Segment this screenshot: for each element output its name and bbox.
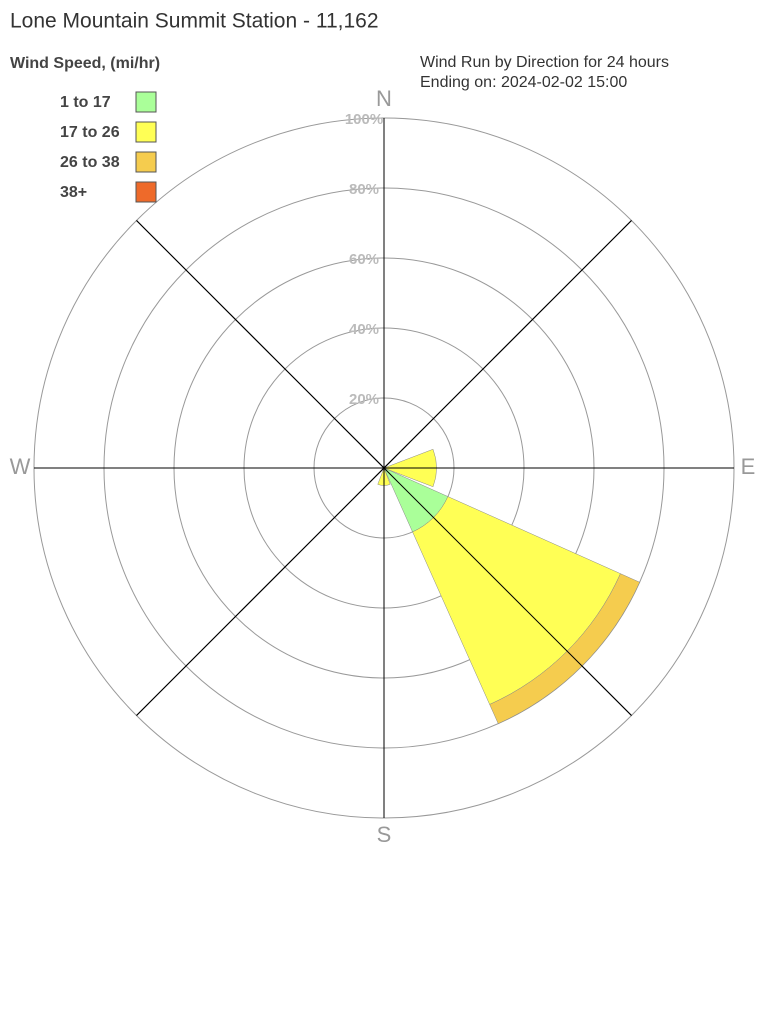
legend-title: Wind Speed, (mi/hr): [10, 55, 160, 72]
direction-label: W: [10, 454, 31, 479]
direction-label: S: [377, 822, 392, 847]
subtitle: Wind Run by Direction for 24 hours: [420, 54, 669, 71]
legend-swatch: [135, 181, 157, 203]
sector: [489, 573, 640, 724]
spoke: [136, 220, 632, 716]
direction-label: E: [741, 454, 756, 479]
legend-label: 26 to 38: [60, 154, 120, 171]
direction-label: N: [376, 86, 392, 111]
legend-label: 38+: [60, 184, 87, 201]
r-tick-label: 40%: [349, 321, 379, 338]
r-tick-label: 80%: [349, 181, 379, 198]
legend-label: 17 to 26: [60, 124, 120, 141]
legend-swatch: [135, 151, 157, 173]
legend-label: 1 to 17: [60, 94, 111, 111]
chart-title: Lone Mountain Summit Station - 11,162: [10, 10, 379, 33]
legend-swatch: [135, 121, 157, 143]
r-tick-label: 60%: [349, 251, 379, 268]
r-tick-label: 100%: [345, 111, 383, 128]
legend-swatch: [135, 91, 157, 113]
subtitle: Ending on: 2024-02-02 15:00: [420, 74, 627, 91]
r-tick-label: 20%: [349, 391, 379, 408]
